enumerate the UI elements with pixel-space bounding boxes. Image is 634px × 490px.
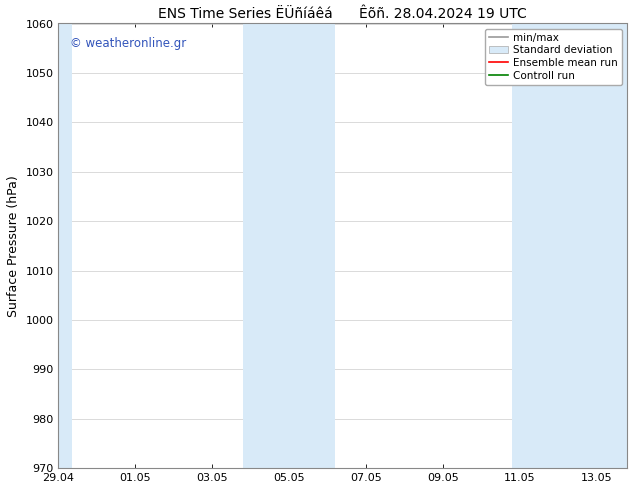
Legend: min/max, Standard deviation, Ensemble mean run, Controll run: min/max, Standard deviation, Ensemble me… xyxy=(485,29,622,85)
Bar xyxy=(243,24,335,468)
Bar xyxy=(58,24,72,468)
Title: ENS Time Series ËÜñíáêá      Êõñ. 28.04.2024 19 UTC: ENS Time Series ËÜñíáêá Êõñ. 28.04.2024 … xyxy=(158,7,527,21)
Text: © weatheronline.gr: © weatheronline.gr xyxy=(70,37,186,50)
Y-axis label: Surface Pressure (hPa): Surface Pressure (hPa) xyxy=(7,175,20,317)
Bar xyxy=(512,24,629,468)
